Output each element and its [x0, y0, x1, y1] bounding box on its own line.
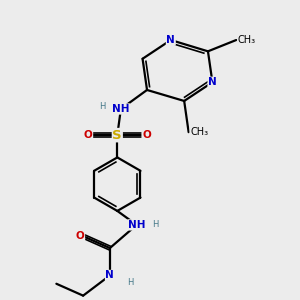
Text: NH: NH [128, 220, 146, 230]
Text: N: N [167, 35, 175, 45]
Text: CH₃: CH₃ [238, 35, 256, 45]
Text: H: H [99, 102, 106, 111]
Text: N: N [106, 270, 114, 280]
Text: N: N [208, 77, 217, 87]
Text: CH₃: CH₃ [190, 127, 208, 137]
Text: H: H [152, 220, 158, 230]
Text: O: O [142, 130, 151, 140]
Text: O: O [76, 231, 85, 241]
Text: O: O [84, 130, 93, 140]
Text: NH: NH [112, 104, 130, 114]
Text: S: S [112, 129, 122, 142]
Text: H: H [128, 278, 134, 287]
